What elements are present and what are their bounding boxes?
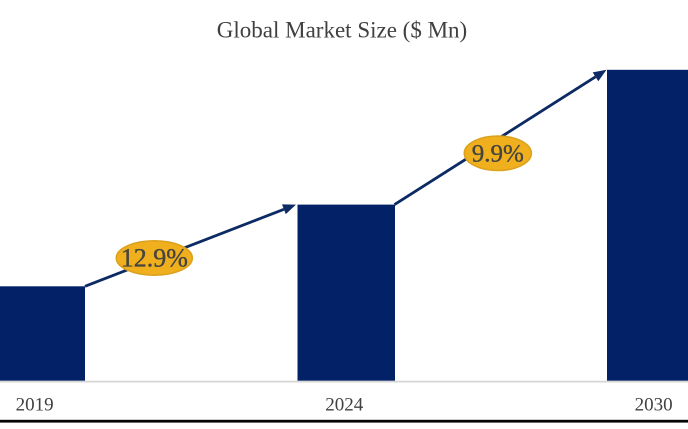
svg-text:Global Market Size ($ Mn): Global Market Size ($ Mn)	[217, 18, 467, 43]
svg-text:2024: 2024	[325, 395, 364, 416]
svg-text:12.9%: 12.9%	[121, 244, 188, 273]
svg-text:2019: 2019	[16, 395, 54, 416]
svg-text:2030: 2030	[635, 395, 673, 416]
svg-text:9.9%: 9.9%	[472, 141, 524, 168]
